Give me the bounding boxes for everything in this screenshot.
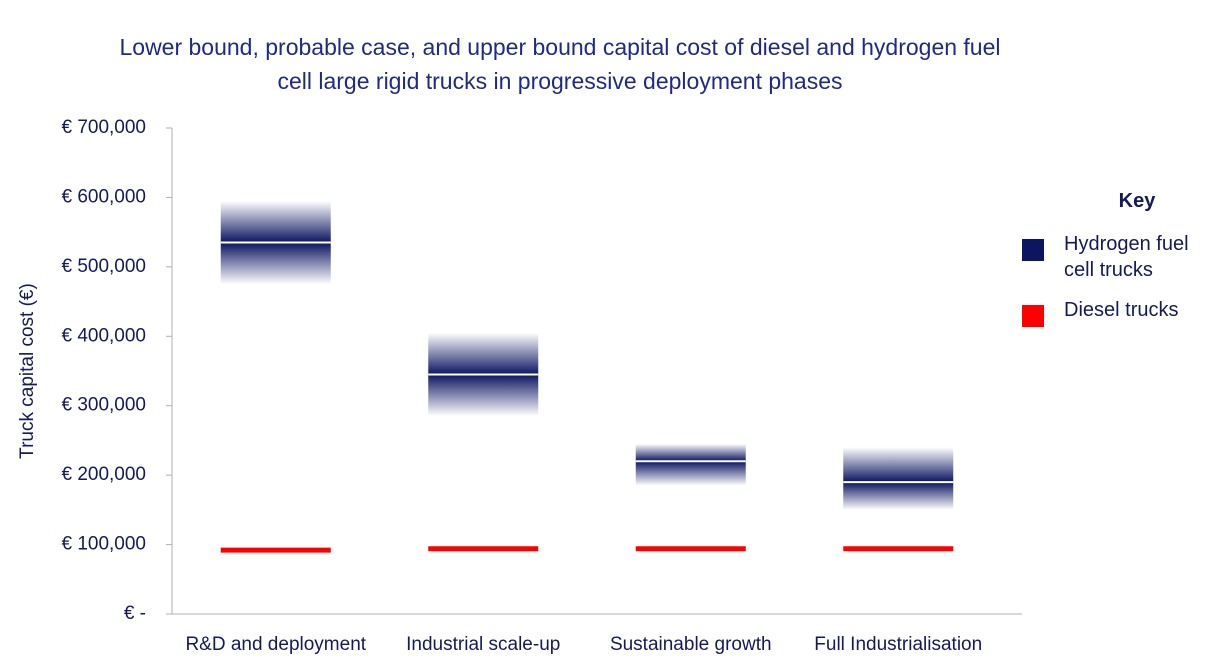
y-tick-label: € 600,000: [61, 186, 146, 207]
y-tick-label: € 700,000: [61, 117, 146, 138]
legend-label: Diesel trucks: [1064, 299, 1179, 321]
diesel-bar: [220, 547, 331, 553]
y-tick-label: € 100,000: [61, 534, 146, 555]
chart-title: Lower bound, probable case, and upper bo…: [119, 34, 1001, 94]
legend-label: Hydrogen fuel cell trucks: [1064, 233, 1189, 281]
legend-item: Hydrogen fuel cell trucks: [1022, 231, 1212, 283]
diesel-bar: [635, 546, 746, 552]
y-axis-label: Truck capital cost (€): [17, 283, 38, 459]
y-tick-label: € -: [124, 603, 146, 624]
x-tick-label: Full Industrialisation: [814, 634, 982, 655]
x-tick-label: Industrial scale-up: [406, 634, 560, 655]
range-box: [635, 443, 746, 486]
y-tick-label: € 400,000: [61, 325, 146, 346]
legend: Key Hydrogen fuel cell trucks Diesel truc…: [1022, 190, 1212, 341]
legend-title: Key: [1118, 190, 1156, 212]
range-box: [843, 447, 954, 510]
legend-swatch: [1022, 305, 1044, 327]
diesel-bar: [843, 546, 954, 552]
y-tick-label: € 300,000: [61, 395, 146, 416]
y-tick-label: € 200,000: [61, 464, 146, 485]
y-tick-label: € 500,000: [61, 256, 146, 277]
x-tick-label: Sustainable growth: [610, 634, 772, 655]
diesel-bar: [428, 546, 539, 552]
legend-item: Diesel trucks: [1022, 297, 1212, 327]
legend-swatch: [1022, 239, 1044, 261]
x-tick-label: R&D and deployment: [185, 634, 366, 655]
